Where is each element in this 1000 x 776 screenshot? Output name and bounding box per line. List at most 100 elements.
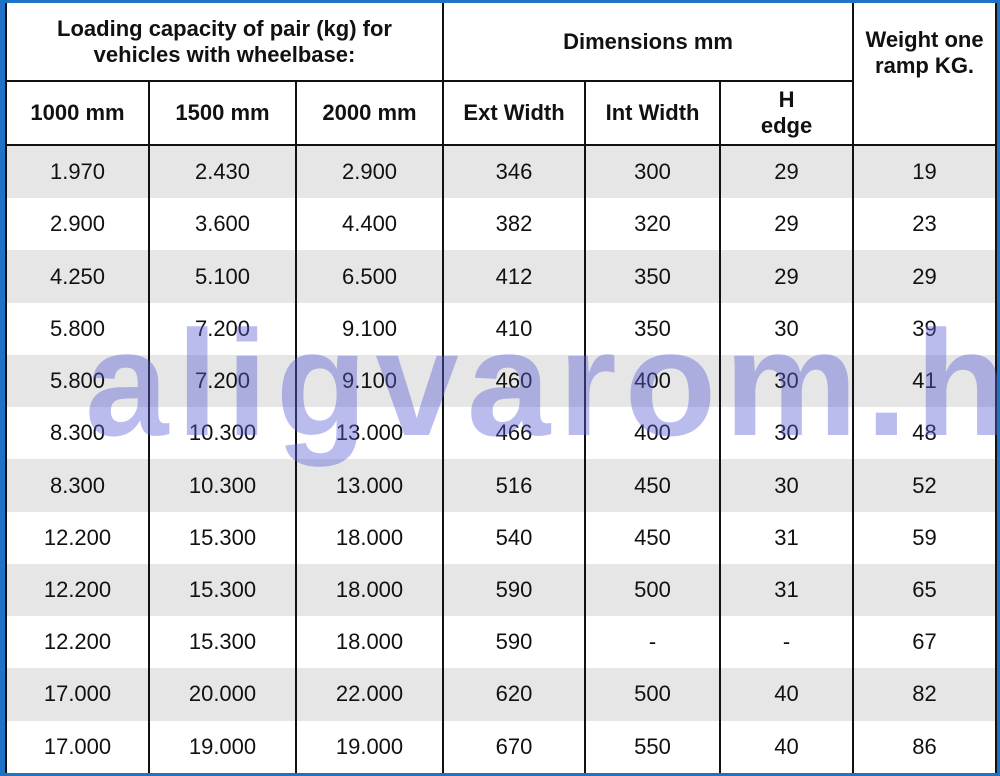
dimensions-group-header: Dimensions mm bbox=[442, 3, 855, 82]
table-row: 8.300 10.300 13.000 516 450 30 52 bbox=[5, 459, 998, 512]
table-row: 17.000 20.000 22.000 620 500 40 82 bbox=[5, 668, 998, 721]
table-cell: 19.000 bbox=[148, 720, 297, 773]
table-cell: 30 bbox=[719, 407, 855, 460]
table-row: 1.970 2.430 2.900 346 300 29 19 bbox=[5, 145, 998, 199]
col-header-1000mm: 1000 mm bbox=[5, 81, 150, 146]
table-cell: 4.250 bbox=[5, 250, 150, 303]
table-cell: 13.000 bbox=[294, 459, 445, 512]
table-cell: 12.200 bbox=[5, 616, 150, 669]
table-cell: 5.800 bbox=[5, 354, 150, 408]
table-cell: 10.300 bbox=[148, 459, 297, 512]
table-cell: 450 bbox=[584, 511, 722, 564]
table-cell: 500 bbox=[584, 563, 722, 617]
table-row: 5.800 7.200 9.100 460 400 30 41 bbox=[5, 354, 998, 408]
col-header-1500mm: 1500 mm bbox=[148, 81, 297, 146]
col-header-h-edge: H edge bbox=[719, 81, 855, 146]
table-cell: 590 bbox=[442, 616, 587, 669]
table-cell: 516 bbox=[442, 459, 587, 512]
table-body: 1.970 2.430 2.900 346 300 29 19 2.900 3.600 4.400… bbox=[5, 145, 998, 773]
table-cell: 6.500 bbox=[294, 250, 445, 303]
table-cell: 4.400 bbox=[294, 198, 445, 251]
table-cell: 19 bbox=[852, 145, 998, 199]
table-cell: 18.000 bbox=[294, 511, 445, 564]
table-cell: 7.200 bbox=[148, 302, 297, 355]
table-cell: 18.000 bbox=[294, 616, 445, 669]
table-cell: 460 bbox=[442, 354, 587, 408]
table-cell: 17.000 bbox=[5, 720, 150, 773]
table-cell: 17.000 bbox=[5, 668, 150, 721]
table-cell: 31 bbox=[719, 563, 855, 617]
table-cell: 410 bbox=[442, 302, 587, 355]
capacity-group-header: Loading capacity of pair (kg) for vehicl… bbox=[4, 3, 445, 82]
table-cell: 31 bbox=[719, 511, 855, 564]
table-cell: 9.100 bbox=[294, 302, 445, 355]
ramp-spec-table: Loading capacity of pair (kg) for vehicl… bbox=[4, 3, 998, 773]
table-cell: 320 bbox=[584, 198, 722, 251]
table-cell: 3.600 bbox=[148, 198, 297, 251]
table-cell: 41 bbox=[852, 354, 998, 408]
table-cell: - bbox=[584, 616, 722, 669]
table-cell: 59 bbox=[852, 511, 998, 564]
table-cell: 300 bbox=[584, 145, 722, 199]
table-cell: 48 bbox=[852, 407, 998, 460]
table-cell: 86 bbox=[852, 720, 998, 773]
table-cell: 20.000 bbox=[148, 668, 297, 721]
table-cell: 29 bbox=[719, 250, 855, 303]
table-cell: 30 bbox=[719, 302, 855, 355]
table-row: 2.900 3.600 4.400 382 320 29 23 bbox=[5, 198, 998, 251]
table-cell: 590 bbox=[442, 563, 587, 617]
table-cell: 550 bbox=[584, 720, 722, 773]
table-cell: 7.200 bbox=[148, 354, 297, 408]
table-cell: 30 bbox=[719, 459, 855, 512]
table-cell: 8.300 bbox=[5, 459, 150, 512]
table-cell: 350 bbox=[584, 302, 722, 355]
table-cell: 15.300 bbox=[148, 563, 297, 617]
table-cell: 29 bbox=[852, 250, 998, 303]
col-header-int-width: Int Width bbox=[584, 81, 722, 146]
table-row: 4.250 5.100 6.500 412 350 29 29 bbox=[5, 250, 998, 303]
table-cell: 2.900 bbox=[294, 145, 445, 199]
table-row: 12.200 15.300 18.000 590- -67 bbox=[5, 616, 998, 669]
weight-header: Weight one ramp KG. bbox=[852, 3, 998, 146]
table-cell: 2.430 bbox=[148, 145, 297, 199]
table-cell: 12.200 bbox=[5, 563, 150, 617]
spec-table-frame: Loading capacity of pair (kg) for vehicl… bbox=[4, 3, 1000, 773]
table-cell: 29 bbox=[719, 198, 855, 251]
table-cell: 40 bbox=[719, 720, 855, 773]
table-cell: 19.000 bbox=[294, 720, 445, 773]
table-cell: 2.900 bbox=[5, 198, 150, 251]
table-cell: 5.800 bbox=[5, 302, 150, 355]
table-cell: 346 bbox=[442, 145, 587, 199]
table-cell: 29 bbox=[719, 145, 855, 199]
table-cell: 23 bbox=[852, 198, 998, 251]
col-header-ext-width: Ext Width bbox=[442, 81, 587, 146]
table-cell: 8.300 bbox=[5, 407, 150, 460]
table-cell: 15.300 bbox=[148, 511, 297, 564]
table-cell: 67 bbox=[852, 616, 998, 669]
table-row: 12.200 15.300 18.000 540 450 31 59 bbox=[5, 511, 998, 564]
table-row: 12.200 15.300 18.000 590 500 31 65 bbox=[5, 563, 998, 617]
table-cell: 400 bbox=[584, 407, 722, 460]
table-cell: 52 bbox=[852, 459, 998, 512]
table-row: 8.300 10.300 13.000 466 400 30 48 bbox=[5, 407, 998, 460]
table-cell: 5.100 bbox=[148, 250, 297, 303]
table-cell: 65 bbox=[852, 563, 998, 617]
table-cell: 12.200 bbox=[5, 511, 150, 564]
table-row: 5.800 7.200 9.100 410 350 30 39 bbox=[5, 302, 998, 355]
table-header: Loading capacity of pair (kg) for vehicl… bbox=[4, 3, 998, 146]
table-cell: 15.300 bbox=[148, 616, 297, 669]
table-cell: 9.100 bbox=[294, 354, 445, 408]
table-cell: 382 bbox=[442, 198, 587, 251]
table-cell: 540 bbox=[442, 511, 587, 564]
table-cell: 620 bbox=[442, 668, 587, 721]
table-cell: 13.000 bbox=[294, 407, 445, 460]
table-cell: 18.000 bbox=[294, 563, 445, 617]
table-row: 17.000 19.000 19.000 670 550 40 86 bbox=[5, 720, 998, 773]
table-cell: 10.300 bbox=[148, 407, 297, 460]
table-cell: 82 bbox=[852, 668, 998, 721]
table-cell: 39 bbox=[852, 302, 998, 355]
table-cell: 40 bbox=[719, 668, 855, 721]
table-cell: 22.000 bbox=[294, 668, 445, 721]
table-cell: 400 bbox=[584, 354, 722, 408]
table-cell: 412 bbox=[442, 250, 587, 303]
